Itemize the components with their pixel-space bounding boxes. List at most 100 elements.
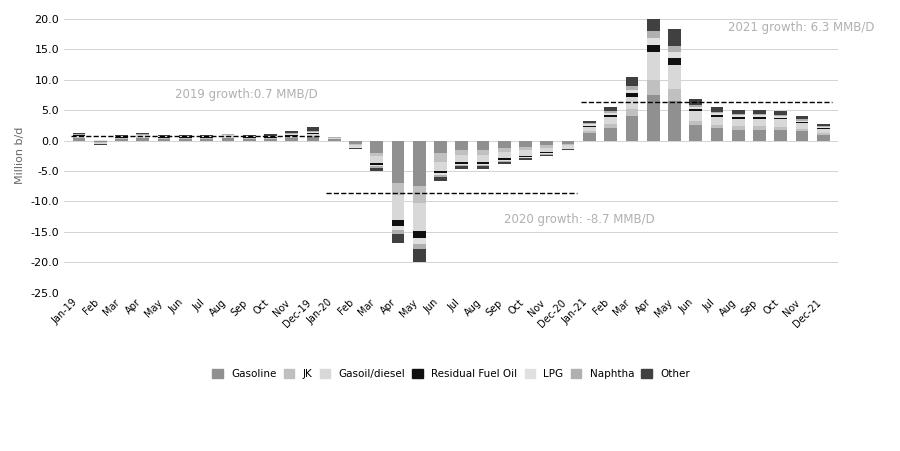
Bar	[668, 29, 680, 46]
Bar	[647, 45, 660, 52]
Bar	[583, 124, 596, 126]
Bar	[179, 135, 192, 136]
Bar	[413, 239, 426, 244]
Bar	[285, 136, 298, 137]
Bar	[285, 134, 298, 135]
Bar	[221, 135, 234, 136]
Bar	[477, 155, 490, 162]
Bar	[796, 129, 808, 132]
Bar	[413, 249, 426, 262]
Bar	[796, 116, 808, 120]
Bar	[455, 162, 468, 164]
Bar	[817, 129, 830, 133]
Bar	[817, 126, 830, 127]
Bar	[285, 138, 298, 141]
Bar	[562, 149, 574, 150]
Bar	[626, 78, 638, 87]
Bar	[73, 136, 86, 138]
Bar	[668, 64, 680, 89]
Bar	[647, 38, 660, 45]
Bar	[434, 171, 447, 174]
Bar	[349, 145, 362, 147]
Bar	[604, 107, 617, 111]
Bar	[774, 127, 788, 129]
Bar	[285, 137, 298, 138]
Bar	[519, 157, 532, 158]
Bar	[179, 139, 192, 141]
Bar	[392, 234, 404, 244]
Bar	[519, 158, 532, 160]
Bar	[689, 105, 702, 107]
Bar	[711, 112, 724, 113]
Bar	[774, 110, 788, 115]
Bar	[455, 155, 468, 162]
Bar	[519, 141, 532, 147]
Bar	[583, 133, 596, 141]
Bar	[562, 143, 574, 145]
Bar	[137, 133, 149, 134]
Bar	[519, 150, 532, 156]
Bar	[349, 143, 362, 145]
Bar	[307, 132, 320, 133]
Bar	[541, 148, 554, 152]
Bar	[689, 99, 702, 105]
Bar	[498, 152, 510, 158]
Bar	[264, 139, 277, 141]
Bar	[94, 141, 107, 143]
Bar	[455, 150, 468, 155]
Bar	[243, 139, 256, 141]
Bar	[243, 136, 256, 137]
Bar	[753, 115, 766, 117]
Bar	[562, 147, 574, 148]
Bar	[541, 146, 554, 148]
Bar	[371, 165, 383, 166]
Bar	[285, 133, 298, 134]
Bar	[413, 230, 426, 239]
Bar	[774, 118, 788, 120]
Bar	[753, 117, 766, 119]
Bar	[753, 126, 766, 129]
Bar	[392, 226, 404, 230]
Bar	[307, 134, 320, 137]
Bar	[689, 107, 702, 109]
Bar	[541, 141, 554, 146]
Bar	[498, 161, 510, 164]
Bar	[73, 138, 86, 141]
Bar	[243, 135, 256, 136]
Bar	[477, 165, 490, 166]
Bar	[519, 147, 532, 150]
Bar	[434, 175, 447, 177]
Bar	[137, 136, 149, 138]
Bar	[689, 109, 702, 111]
Bar	[201, 139, 213, 141]
Bar	[371, 153, 383, 156]
Bar	[498, 148, 510, 152]
Bar	[711, 107, 724, 112]
Bar	[392, 220, 404, 226]
Bar	[541, 154, 554, 155]
Bar	[307, 127, 320, 131]
Bar	[668, 89, 680, 101]
Bar	[732, 114, 744, 115]
Bar	[647, 52, 660, 80]
Bar	[562, 145, 574, 147]
Bar	[498, 158, 510, 160]
Bar	[221, 138, 234, 141]
Bar	[201, 135, 213, 136]
Bar	[221, 136, 234, 138]
Bar	[371, 166, 383, 168]
Bar	[774, 120, 788, 127]
Bar	[541, 153, 554, 154]
Bar	[732, 119, 744, 126]
Bar	[796, 122, 808, 123]
Text: 2020 growth: -8.7 MMB/D: 2020 growth: -8.7 MMB/D	[504, 213, 655, 226]
Bar	[434, 141, 447, 153]
Bar	[668, 58, 680, 64]
Bar	[137, 135, 149, 136]
Bar	[158, 136, 170, 137]
Bar	[285, 135, 298, 136]
Legend: Gasoline, JK, Gasoil/diesel, Residual Fuel Oil, LPG, Naphtha, Other: Gasoline, JK, Gasoil/diesel, Residual Fu…	[208, 365, 694, 383]
Bar	[583, 120, 596, 123]
Bar	[137, 134, 149, 135]
Bar	[647, 10, 660, 31]
